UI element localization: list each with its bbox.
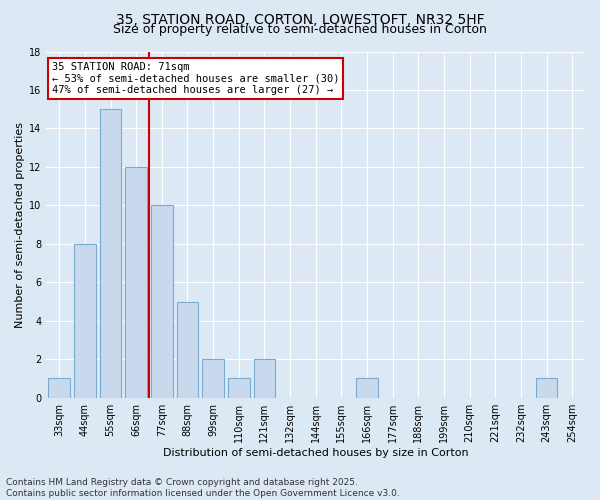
- Y-axis label: Number of semi-detached properties: Number of semi-detached properties: [15, 122, 25, 328]
- Bar: [202, 359, 224, 398]
- Bar: [74, 244, 96, 398]
- Bar: [100, 109, 121, 398]
- Bar: [536, 378, 557, 398]
- Text: Size of property relative to semi-detached houses in Corton: Size of property relative to semi-detach…: [113, 22, 487, 36]
- Bar: [176, 302, 199, 398]
- Bar: [254, 359, 275, 398]
- Bar: [125, 167, 147, 398]
- Text: Contains HM Land Registry data © Crown copyright and database right 2025.
Contai: Contains HM Land Registry data © Crown c…: [6, 478, 400, 498]
- Bar: [49, 378, 70, 398]
- Bar: [228, 378, 250, 398]
- Bar: [356, 378, 378, 398]
- Text: 35, STATION ROAD, CORTON, LOWESTOFT, NR32 5HF: 35, STATION ROAD, CORTON, LOWESTOFT, NR3…: [116, 12, 484, 26]
- Text: 35 STATION ROAD: 71sqm
← 53% of semi-detached houses are smaller (30)
47% of sem: 35 STATION ROAD: 71sqm ← 53% of semi-det…: [52, 62, 339, 95]
- X-axis label: Distribution of semi-detached houses by size in Corton: Distribution of semi-detached houses by …: [163, 448, 469, 458]
- Bar: [151, 206, 173, 398]
